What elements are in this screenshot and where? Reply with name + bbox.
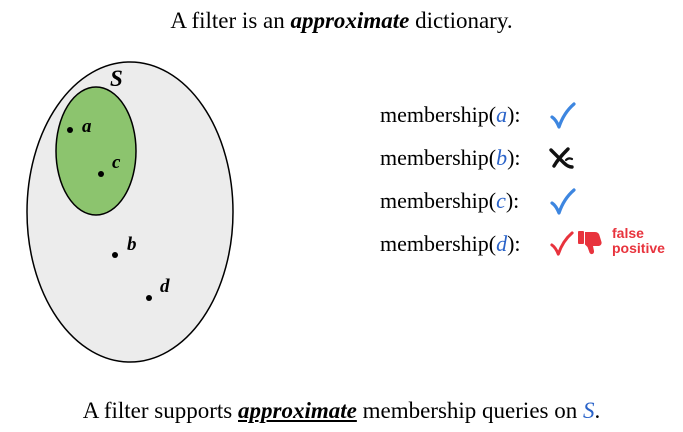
check-icon [550, 188, 576, 215]
query-row-c: membership(c): [380, 186, 519, 216]
cross-icon [549, 147, 574, 169]
false-positive-line2: positive [612, 240, 665, 256]
point-d-dot [146, 295, 152, 301]
point-a-label: a [82, 116, 92, 137]
query-prefix: membership( [380, 145, 497, 170]
footer-caption: A filter supports approximate membership… [0, 396, 683, 426]
query-prefix: membership( [380, 231, 497, 256]
query-row-d: membership(d): [380, 229, 521, 259]
query-arg: c [496, 188, 506, 213]
point-b-dot [112, 252, 118, 258]
point-b-label: b [127, 234, 137, 255]
set-s-ellipse [55, 86, 137, 216]
query-suffix: ): [507, 145, 521, 170]
query-row-a: membership(a): [380, 100, 521, 130]
query-arg: a [496, 102, 508, 127]
footer-set: S [582, 398, 595, 423]
footer-emphasis: approximate [238, 398, 357, 423]
query-arg: d [496, 231, 508, 256]
point-c-label: c [112, 152, 121, 173]
point-c-dot [98, 171, 104, 177]
universe-ellipse [26, 61, 234, 363]
query-arg: b [496, 145, 508, 170]
footer-before: A filter supports [82, 398, 233, 423]
footer-after: . [594, 398, 601, 423]
query-suffix: ): [507, 231, 521, 256]
query-prefix: membership( [380, 188, 497, 213]
check-icon [550, 102, 576, 129]
title-emphasis: approximate [290, 8, 410, 33]
check-icon-red [550, 231, 574, 256]
title-before: A filter is an [170, 8, 285, 33]
page-title: A filter is an approximate dictionary. [0, 6, 683, 36]
query-suffix: ): [507, 102, 521, 127]
thumbs-down-icon [578, 231, 602, 255]
point-a-dot [67, 127, 73, 133]
set-s-label: S [110, 66, 123, 91]
title-after: dictionary. [415, 8, 513, 33]
false-positive-label: false positive [612, 226, 665, 256]
query-prefix: membership( [380, 102, 497, 127]
query-row-b: membership(b): [380, 143, 521, 173]
point-d-label: d [160, 276, 170, 297]
query-suffix: ): [505, 188, 520, 213]
false-positive-line1: false [612, 225, 644, 241]
footer-middle: membership queries on [362, 398, 578, 423]
